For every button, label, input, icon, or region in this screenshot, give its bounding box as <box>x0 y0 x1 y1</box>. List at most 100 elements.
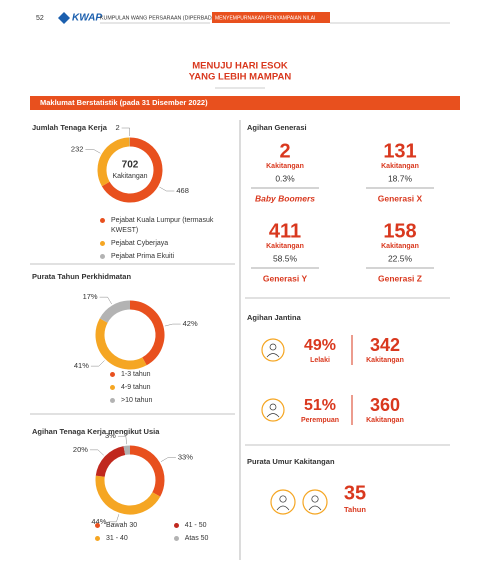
banner-text: Maklumat Berstatistik (pada 31 Disember … <box>40 98 208 107</box>
generation-unit: Kakitangan <box>381 243 419 250</box>
leader-line <box>164 323 181 327</box>
gender-unit: Kakitangan <box>366 417 404 424</box>
leader-line <box>89 449 104 456</box>
legend-swatch <box>95 523 100 528</box>
value-label: 3% <box>105 431 116 440</box>
legend-label: Bawah 30 <box>106 522 138 529</box>
chart-title: Jumlah Tenaga Kerja <box>32 123 108 132</box>
legend-item: 1-3 tahun <box>110 370 220 380</box>
legend-item: >10 tahun <box>110 396 220 406</box>
value-label: 17% <box>83 292 98 301</box>
legend-item: 4-9 tahun <box>110 383 220 393</box>
gender-share: 51% <box>304 397 336 414</box>
leader-line <box>117 435 127 445</box>
legend: 1-3 tahun 4-9 tahun >10 tahun <box>110 370 220 409</box>
age-unit: Tahun <box>344 505 366 514</box>
generation-share: 18.7% <box>388 173 413 183</box>
section-title: Agihan Jantina <box>247 313 302 322</box>
leader-line <box>85 149 101 154</box>
gender-count: 360 <box>370 395 400 415</box>
legend-item: 31 - 40 <box>95 534 154 544</box>
legend-swatch <box>110 372 115 377</box>
legend-item: Bawah 30 <box>95 521 154 531</box>
donut-segment <box>129 300 165 366</box>
section-title: Purata Umur Kakitangan <box>247 457 335 466</box>
age-value: 35 <box>344 482 366 504</box>
legend-swatch <box>173 536 179 541</box>
donut-segment <box>101 137 163 203</box>
leader-line <box>99 296 112 305</box>
generation-unit: Kakitangan <box>266 243 304 250</box>
value-label: 232 <box>71 144 84 153</box>
leader-line <box>160 457 176 462</box>
banner-bg <box>30 96 460 110</box>
legend-swatch <box>173 523 179 528</box>
generation-unit: Kakitangan <box>266 163 304 170</box>
donut-segment <box>123 445 131 455</box>
donut-segment <box>97 137 130 187</box>
logo-text: KWAP <box>72 13 102 24</box>
legend-swatch <box>110 398 115 403</box>
title-line: MENUJU HARI ESOK <box>192 61 288 72</box>
legend-swatch <box>100 218 105 223</box>
chart-title: Agihan Tenaga Kerja mengikut Usia <box>32 427 160 436</box>
gender-count: 342 <box>370 335 400 355</box>
legend-swatch <box>95 536 100 541</box>
gender-label: Lelaki <box>310 357 330 364</box>
title-line: YANG LEBIH MAMPAN <box>189 72 292 83</box>
legend-label: 31 - 40 <box>106 535 128 542</box>
value-label: 33% <box>178 453 193 462</box>
legend-item: Pejabat Kuala Lumpur (termasuk KWEST) <box>100 216 230 236</box>
page-number: 52 <box>36 15 44 22</box>
header-tag-bg <box>212 12 330 23</box>
leader-line <box>121 127 130 137</box>
value-label: 20% <box>73 445 88 454</box>
legend-item: Pejabat Prima Ekuiti <box>100 252 230 262</box>
value-label: 2 <box>115 123 119 132</box>
legend: Bawah 30 31 - 40 41 - 50 Atas 50 <box>95 521 225 547</box>
legend-swatch <box>100 241 105 246</box>
gender-unit: Kakitangan <box>366 357 404 364</box>
generation-count: 411 <box>269 220 301 242</box>
generation-name: Baby Boomers <box>255 193 315 203</box>
value-label: 44% <box>91 517 106 526</box>
legend-label: 41 - 50 <box>184 522 207 529</box>
donut-segment <box>95 446 126 478</box>
icons <box>261 338 328 515</box>
donut-segment <box>99 300 131 323</box>
leader-line <box>108 514 120 523</box>
generation-count: 158 <box>383 220 416 242</box>
value-label: 41% <box>74 361 89 370</box>
center-label: Kakitangan <box>112 173 147 180</box>
donut-segment <box>95 318 147 370</box>
leader-line <box>90 360 105 367</box>
legend-label: Pejabat Cyberjaya <box>111 240 169 247</box>
donut-segment <box>129 445 165 497</box>
generation-count: 131 <box>383 140 416 162</box>
center-value: 702 <box>122 160 139 171</box>
header-tag: MENYEMPURNAKAN PENYAMPAIAN NILAI <box>215 15 315 21</box>
generation-name: Generasi Z <box>378 273 422 283</box>
generation-share: 58.5% <box>273 253 298 263</box>
legend-swatch <box>110 385 115 390</box>
legend-label: 1-3 tahun <box>121 371 151 378</box>
generation-unit: Kakitangan <box>381 163 419 170</box>
leader-line <box>159 186 175 192</box>
value-label: 468 <box>176 186 189 195</box>
legend: Pejabat Kuala Lumpur (termasuk KWEST) Pej… <box>100 216 230 265</box>
logo-mark <box>58 12 70 24</box>
gender-label: Perempuan <box>301 417 339 424</box>
legend-label: 4-9 tahun <box>121 384 151 391</box>
generation-name: Generasi X <box>378 193 423 203</box>
generation-name: Generasi Y <box>263 273 308 283</box>
donut-segment <box>95 475 161 515</box>
legend-label: Pejabat Prima Ekuiti <box>111 253 175 260</box>
generation-count: 2 <box>279 140 290 162</box>
value-label: 42% <box>183 319 198 328</box>
generation-share: 0.3% <box>275 173 295 183</box>
chart-title: Purata Tahun Perkhidmatan <box>32 272 131 281</box>
legend-label: Atas 50 <box>184 535 209 542</box>
legend-item: 41 - 50 <box>173 521 225 531</box>
